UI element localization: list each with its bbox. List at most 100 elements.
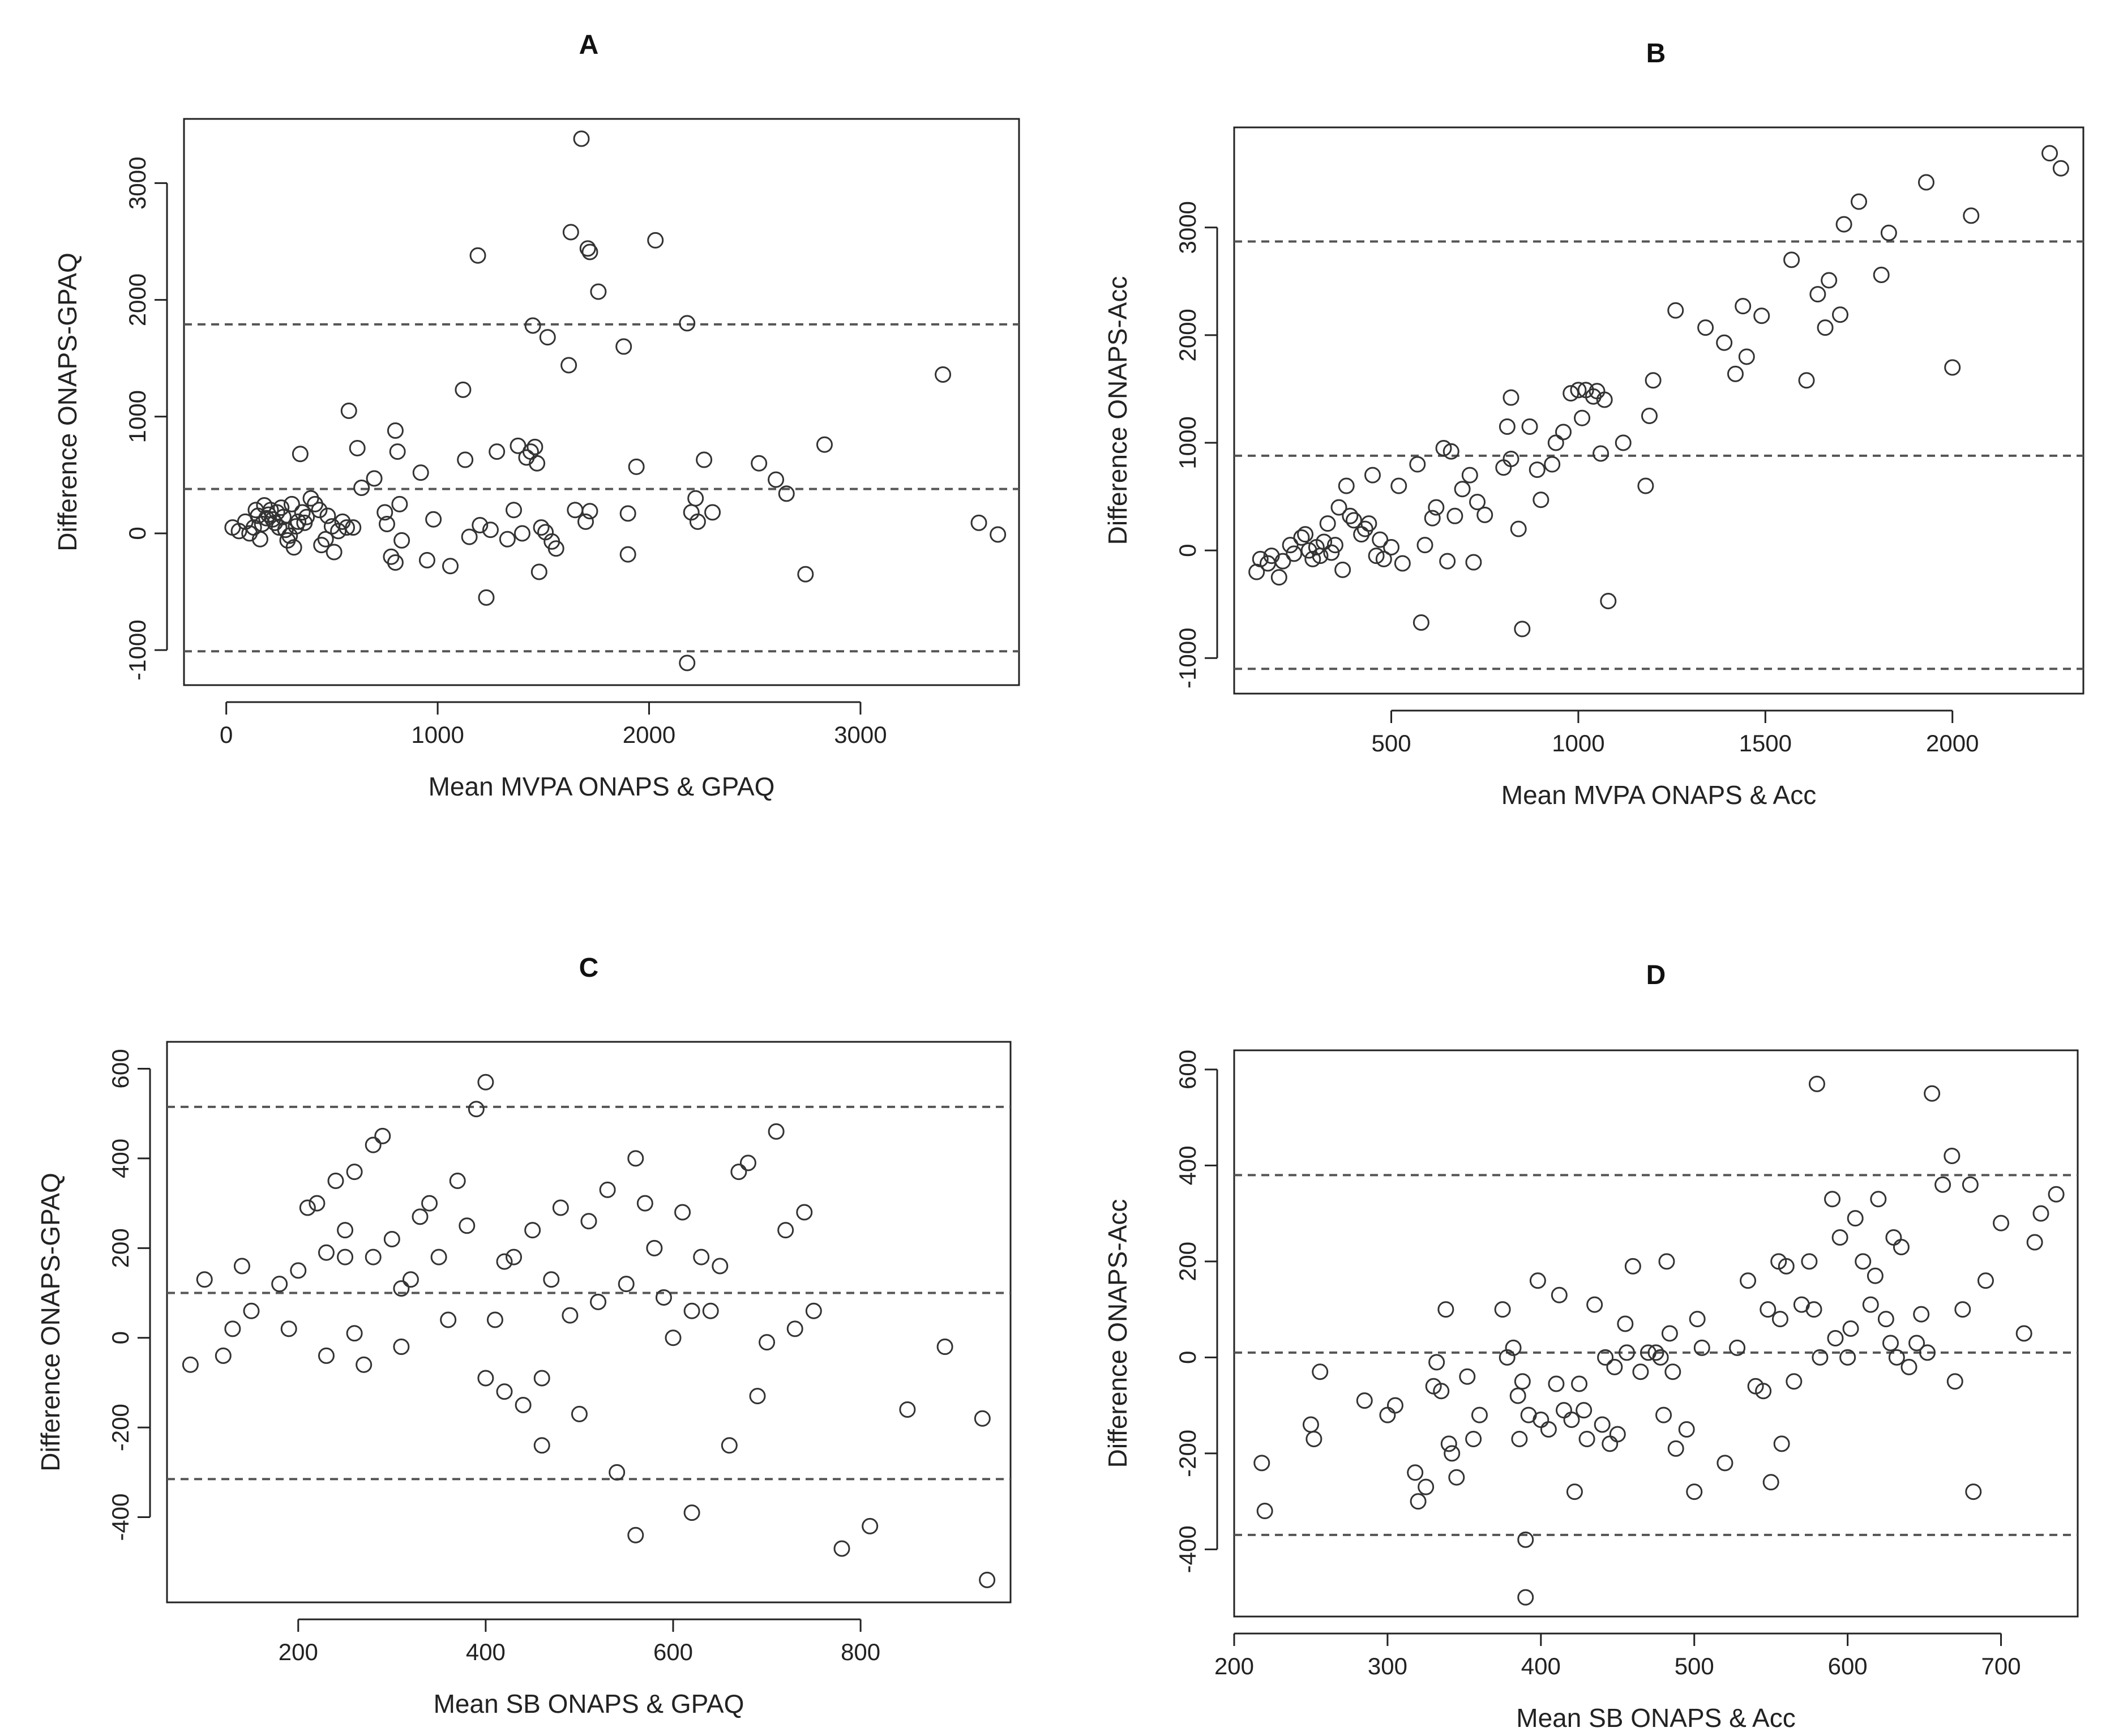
data-point bbox=[1919, 1344, 1936, 1361]
x-tick-label: 600 bbox=[1828, 1653, 1868, 1679]
data-point bbox=[1356, 520, 1373, 537]
data-point bbox=[1446, 507, 1463, 524]
data-point bbox=[1821, 272, 1838, 289]
data-point bbox=[393, 532, 410, 549]
data-point bbox=[573, 130, 590, 147]
data-point bbox=[1667, 1440, 1684, 1457]
data-point bbox=[430, 1248, 447, 1265]
data-point bbox=[275, 508, 292, 525]
data-point bbox=[1755, 1383, 1772, 1400]
data-point bbox=[646, 1239, 663, 1256]
x-tick-label: 1000 bbox=[1552, 730, 1604, 756]
data-point bbox=[687, 490, 704, 507]
data-point bbox=[389, 443, 406, 460]
data-point bbox=[292, 446, 309, 463]
data-point bbox=[1667, 302, 1684, 319]
data-point bbox=[280, 1320, 297, 1337]
data-point bbox=[979, 1571, 996, 1588]
data-point bbox=[489, 443, 506, 460]
data-point bbox=[1783, 251, 1800, 268]
data-point bbox=[579, 240, 596, 257]
panel-c-plot-frame bbox=[166, 1041, 1012, 1604]
data-point bbox=[1831, 306, 1848, 323]
data-point bbox=[777, 1222, 794, 1239]
data-point bbox=[496, 1253, 513, 1270]
data-point bbox=[786, 1320, 803, 1337]
data-point bbox=[647, 232, 664, 249]
data-point bbox=[1862, 1296, 1879, 1313]
data-point bbox=[1510, 520, 1527, 537]
panel-b-plot-frame bbox=[1233, 126, 2084, 695]
data-point bbox=[442, 558, 459, 575]
x-tick-label: 400 bbox=[1521, 1653, 1561, 1679]
x-tick-label: 1000 bbox=[411, 721, 464, 748]
data-point bbox=[1433, 1383, 1450, 1400]
data-point bbox=[345, 519, 362, 536]
data-point bbox=[1412, 614, 1429, 631]
data-point bbox=[1686, 1483, 1703, 1500]
data-point bbox=[1913, 1306, 1930, 1323]
y-tick-label: 400 bbox=[107, 1139, 134, 1178]
data-point bbox=[1282, 537, 1299, 554]
data-point bbox=[797, 566, 814, 583]
data-point bbox=[990, 526, 1007, 543]
data-point bbox=[1817, 319, 1834, 336]
data-point bbox=[365, 1136, 382, 1153]
data-point bbox=[833, 1540, 850, 1557]
data-point bbox=[346, 1164, 363, 1181]
data-point bbox=[1658, 1253, 1675, 1270]
data-point bbox=[721, 1437, 738, 1454]
data-point bbox=[311, 502, 328, 519]
y-tick-label: 0 bbox=[1174, 544, 1201, 557]
panel-b-x-axis-label: Mean MVPA ONAPS & Acc bbox=[1501, 780, 1816, 810]
data-point bbox=[1867, 1267, 1884, 1284]
panel-b-title: B bbox=[1646, 39, 1666, 69]
y-tick-label: 3000 bbox=[124, 157, 151, 209]
panel-c-title: C bbox=[579, 953, 599, 983]
data-point bbox=[1563, 385, 1580, 402]
data-point bbox=[1900, 1358, 1917, 1375]
data-point bbox=[1873, 266, 1890, 283]
data-point bbox=[1632, 1363, 1649, 1380]
data-point bbox=[974, 1410, 991, 1427]
y-tick-label: -1000 bbox=[124, 619, 151, 680]
data-point bbox=[1256, 1503, 1273, 1520]
data-point bbox=[1570, 382, 1587, 399]
data-point bbox=[318, 1244, 335, 1261]
data-point bbox=[1645, 372, 1662, 389]
data-point bbox=[330, 523, 347, 540]
data-point bbox=[440, 1311, 457, 1328]
data-point bbox=[615, 338, 632, 355]
data-point bbox=[472, 517, 489, 534]
data-point bbox=[759, 1334, 776, 1351]
data-point bbox=[455, 381, 472, 398]
panel-c-y-axis-label: Difference ONAPS-GPAQ bbox=[36, 1173, 65, 1471]
data-point bbox=[309, 1195, 326, 1212]
data-point bbox=[683, 1302, 700, 1319]
data-point bbox=[1827, 1329, 1844, 1346]
y-tick-label: 400 bbox=[1174, 1145, 1201, 1185]
data-point bbox=[1617, 1315, 1634, 1332]
data-point bbox=[1566, 1483, 1583, 1500]
data-point bbox=[655, 1289, 672, 1306]
panel-a-x-axis-label: Mean MVPA ONAPS & GPAQ bbox=[429, 772, 775, 801]
data-point bbox=[1338, 477, 1355, 494]
data-point bbox=[1563, 1412, 1580, 1429]
panel-b: B 500 1000 1500 2000 -1000 0 1000 2000 3000 Mean… bbox=[1103, 39, 2084, 810]
data-point bbox=[1798, 372, 1815, 389]
data-point bbox=[1586, 1296, 1603, 1313]
data-point bbox=[1418, 1478, 1435, 1495]
data-point bbox=[339, 519, 356, 536]
data-point bbox=[1678, 1421, 1695, 1438]
data-point bbox=[425, 511, 442, 528]
y-tick-label: 2000 bbox=[1174, 309, 1201, 361]
data-point bbox=[1735, 298, 1752, 315]
panel-a-points bbox=[224, 130, 1007, 672]
data-point bbox=[1253, 1455, 1270, 1472]
data-point bbox=[1509, 1387, 1526, 1404]
data-point bbox=[356, 1356, 373, 1373]
data-point bbox=[1652, 1349, 1669, 1366]
data-point bbox=[1944, 359, 1961, 376]
data-point bbox=[449, 1173, 466, 1190]
data-point bbox=[393, 1339, 410, 1356]
